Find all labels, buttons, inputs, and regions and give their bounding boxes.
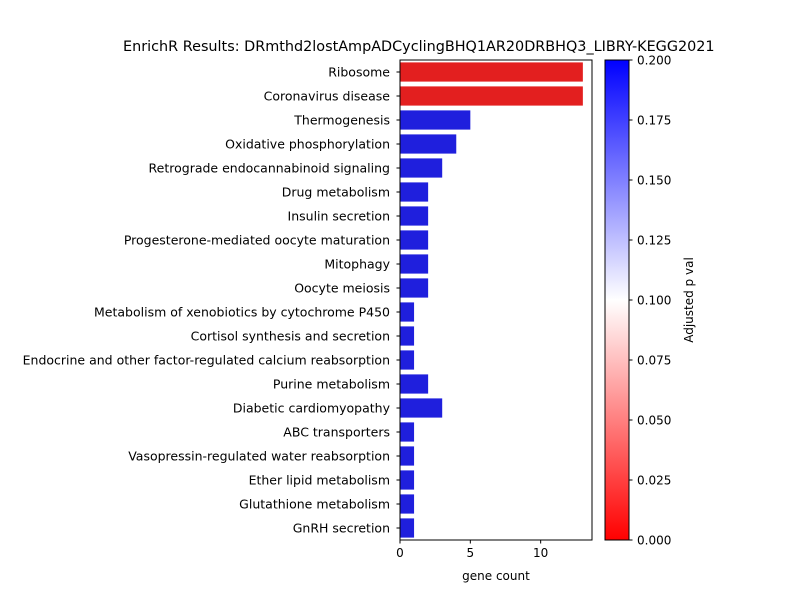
colorbar-tick-label-2: 0.050 (637, 414, 671, 428)
bar-17 (400, 470, 415, 490)
bar-13 (400, 374, 429, 394)
colorbar-tick-label-4: 0.100 (637, 294, 671, 308)
bars-group (400, 62, 583, 538)
bar-3 (400, 134, 457, 154)
x-tick-label-2: 10 (533, 546, 548, 560)
category-label-14: Diabetic cardiomyopathy (233, 401, 391, 416)
bar-5 (400, 182, 429, 202)
bar-6 (400, 206, 429, 226)
bar-16 (400, 446, 415, 466)
category-label-8: Mitophagy (324, 257, 390, 272)
category-label-6: Insulin secretion (288, 209, 390, 224)
colorbar-tick-label-6: 0.150 (637, 174, 671, 188)
bar-4 (400, 158, 443, 178)
category-label-10: Metabolism of xenobiotics by cytochrome … (94, 305, 390, 320)
category-label-1: Coronavirus disease (264, 89, 391, 104)
bar-11 (400, 326, 415, 346)
category-label-9: Oocyte meiosis (294, 281, 390, 296)
category-label-3: Oxidative phosphorylation (225, 137, 390, 152)
bar-8 (400, 254, 429, 274)
category-label-17: Ether lipid metabolism (249, 473, 390, 488)
colorbar-tick-label-1: 0.025 (637, 474, 671, 488)
colorbar-ticks: 0.000 0.025 0.050 0.075 0.100 0.125 0.150 0.175… (629, 54, 671, 548)
bar-0 (400, 62, 583, 82)
colorbar-tick-label-0: 0.000 (637, 534, 671, 548)
category-label-19: GnRH secretion (293, 521, 390, 536)
colorbar-tick-label-7: 0.175 (637, 114, 671, 128)
bar-18 (400, 494, 415, 514)
x-axis: 0 5 10 (396, 540, 548, 560)
category-label-15: ABC transporters (283, 425, 390, 440)
bar-12 (400, 350, 415, 370)
bar-1 (400, 86, 583, 106)
colorbar (604, 59, 630, 541)
bar-2 (400, 110, 471, 130)
category-label-12: Endocrine and other factor-regulated cal… (23, 353, 390, 368)
bar-9 (400, 278, 429, 298)
colorbar-tick-label-3: 0.075 (637, 354, 671, 368)
bar-10 (400, 302, 415, 322)
x-tick-label-1: 5 (467, 546, 475, 560)
category-label-18: Glutathione metabolism (239, 497, 390, 512)
chart-title: EnrichR Results: DRmthd2lostAmpADCycling… (123, 39, 715, 55)
category-label-5: Drug metabolism (282, 185, 390, 200)
bar-7 (400, 230, 429, 250)
category-label-11: Cortisol synthesis and secretion (191, 329, 390, 344)
bar-14 (400, 398, 443, 418)
bar-15 (400, 422, 415, 442)
x-axis-label: gene count (462, 569, 530, 583)
category-label-16: Vasopressin-regulated water reabsorption (128, 449, 390, 464)
bar-19 (400, 518, 415, 538)
category-label-7: Progesterone-mediated oocyte maturation (124, 233, 390, 248)
category-label-0: Ribosome (328, 65, 390, 80)
category-label-4: Retrograde endocannabinoid signaling (149, 161, 390, 176)
x-tick-label-0: 0 (396, 546, 404, 560)
category-label-13: Purine metabolism (273, 377, 390, 392)
category-labels: Ribosome Coronavirus disease Thermogenesis… (23, 65, 400, 536)
category-label-2: Thermogenesis (293, 113, 390, 128)
plot-frame (399, 59, 593, 541)
colorbar-label: Adjusted p val (682, 257, 696, 343)
colorbar-tick-label-8: 0.200 (637, 54, 671, 68)
colorbar-tick-label-5: 0.125 (637, 234, 671, 248)
